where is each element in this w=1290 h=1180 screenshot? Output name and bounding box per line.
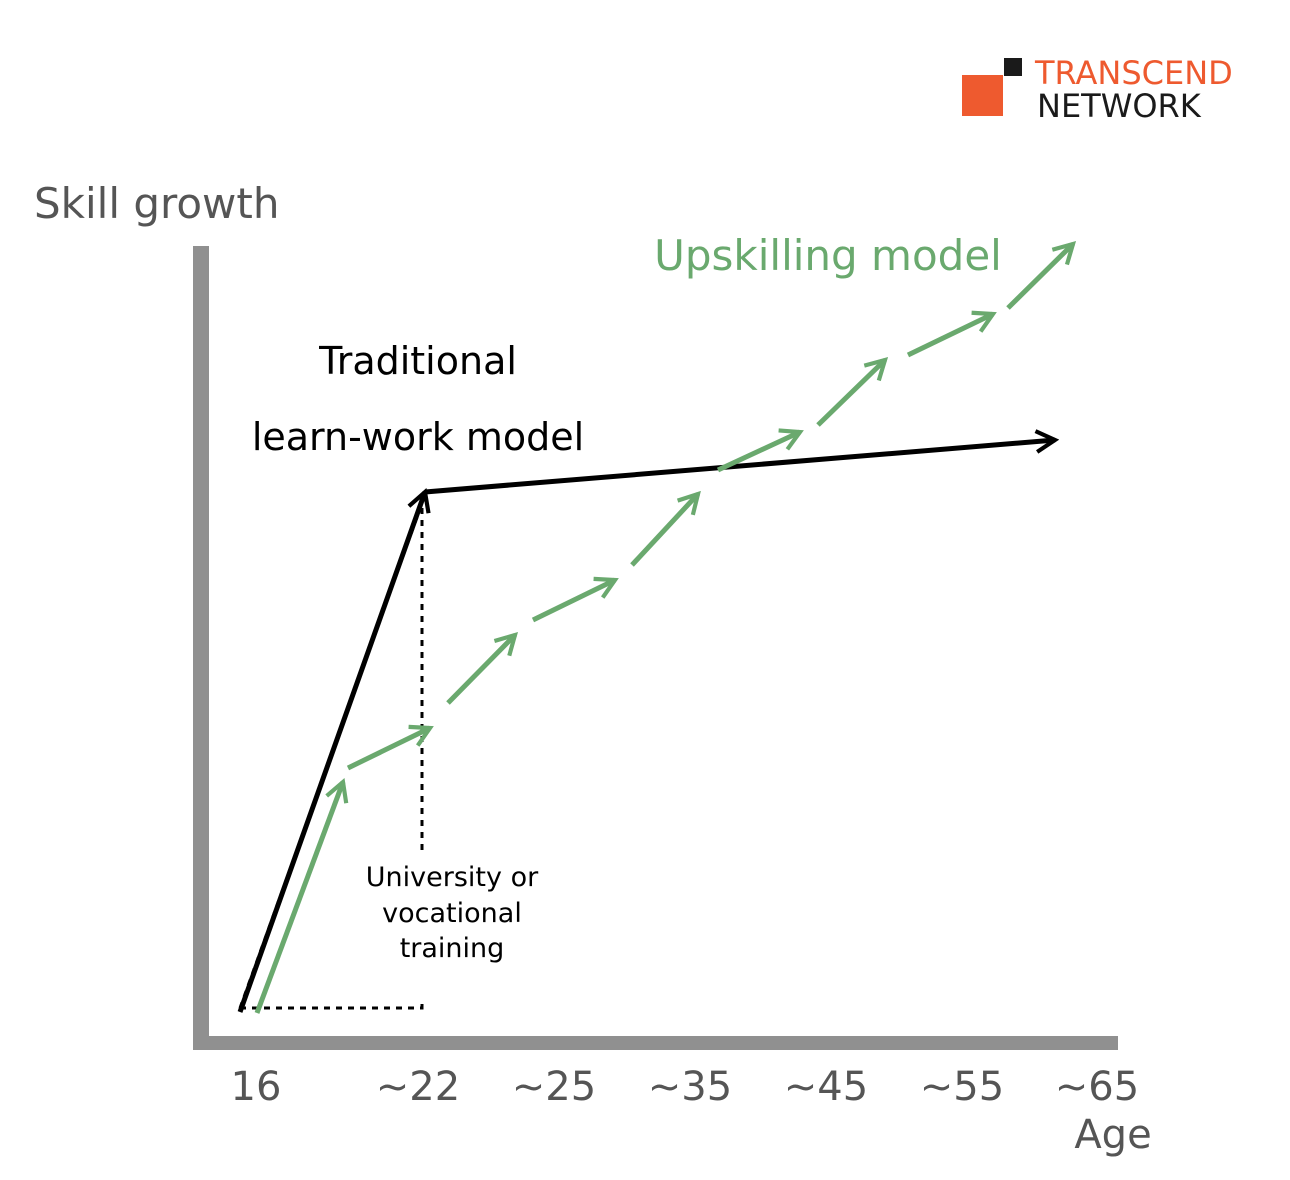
x-label: ~25: [512, 1064, 596, 1110]
x-label: ~35: [648, 1064, 732, 1110]
upskilling-segment: [531, 580, 615, 623]
x-axis: [193, 1036, 1118, 1050]
x-label: ~22: [376, 1064, 460, 1110]
logo-square: [962, 75, 1003, 116]
annotation: vocational: [382, 898, 522, 929]
x-labels: 16 ~22 ~25 ~35 ~45 ~55 ~65 Age: [231, 1064, 1152, 1158]
upskilling-segment: [816, 360, 885, 427]
upskilling-segment: [716, 432, 800, 473]
x-axis-label: Age: [1074, 1112, 1151, 1158]
upskilling-segment: [446, 635, 515, 705]
upskilling-segment: [1006, 244, 1073, 310]
x-label: ~55: [920, 1064, 1004, 1110]
logo-square: [1004, 58, 1022, 76]
upskilling-segment: [346, 728, 430, 771]
dotted-guide: [238, 494, 427, 1010]
traditional-line: [237, 492, 425, 1013]
upskilling-segment: [254, 782, 343, 1014]
traditional-line: [424, 440, 1055, 495]
traditional-label: learn-work model: [252, 415, 584, 459]
logo-text: NETWORK: [1037, 87, 1202, 125]
annotation: training: [400, 933, 505, 964]
y-axis-label: Skill growth: [34, 179, 279, 228]
x-label: ~65: [1055, 1064, 1139, 1110]
x-label: 16: [231, 1064, 282, 1110]
upskilling-line: [254, 244, 1073, 1014]
upskilling-segment: [906, 314, 993, 358]
upskilling-segment: [630, 494, 698, 567]
x-label: ~45: [784, 1064, 868, 1110]
annotation: University or: [366, 862, 539, 893]
logo-text: TRANSCEND: [1034, 54, 1233, 92]
traditional-label: Traditional: [318, 339, 517, 383]
upskilling-label: Upskilling model: [654, 231, 1002, 280]
y-axis: [193, 246, 209, 1050]
